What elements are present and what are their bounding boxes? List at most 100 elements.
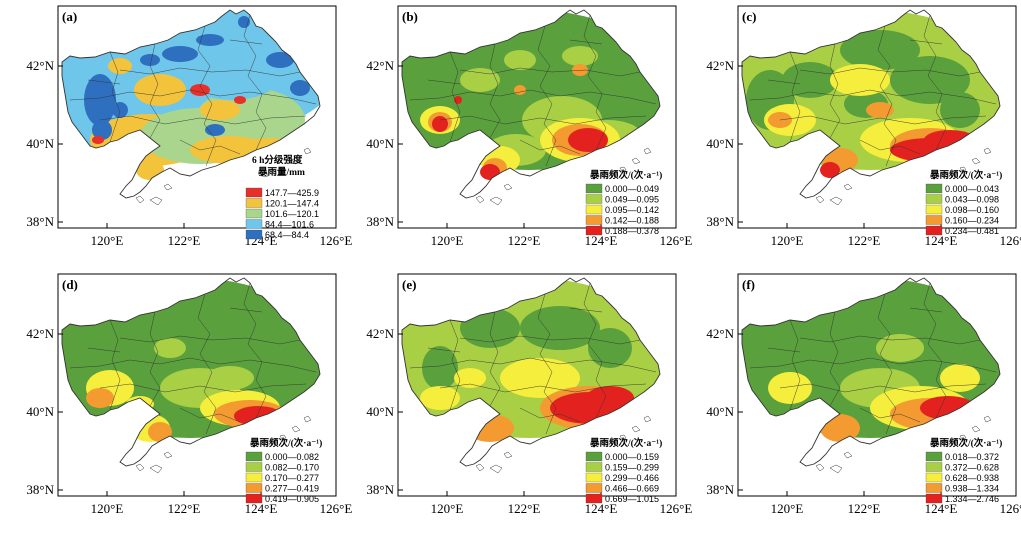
colour-zone	[420, 386, 460, 410]
island	[815, 463, 825, 472]
province-boundary	[61, 277, 321, 467]
island	[643, 147, 652, 155]
county-boundary	[427, 79, 461, 85]
lat-tick-label: 40°N	[366, 136, 394, 151]
island	[163, 183, 173, 191]
legend-range: 0.000—0.043	[945, 184, 999, 194]
legend-range: 84.4—101.6	[265, 220, 314, 230]
legend-title: 暴雨频次/(次·a⁻¹)	[589, 437, 662, 449]
legend-range: 120.1—147.4	[265, 199, 319, 209]
county-boundary	[243, 282, 267, 419]
lat-tick-label: 38°N	[706, 214, 734, 229]
island	[601, 171, 609, 178]
island	[475, 195, 485, 204]
county-boundary	[909, 307, 943, 313]
county-boundary	[119, 67, 301, 77]
lat-tick-label: 40°N	[26, 404, 54, 419]
colour-zone	[460, 68, 500, 92]
lat-tick-label: 42°N	[26, 58, 54, 73]
colour-zone	[92, 136, 104, 144]
lon-tick-label: 126°E	[1000, 233, 1021, 248]
legend-swatch	[925, 183, 943, 194]
county-boundary	[229, 39, 263, 45]
legend-range: 0.159—0.299	[605, 463, 659, 473]
county-boundary	[409, 357, 657, 373]
lon-tick-label: 122°E	[168, 501, 201, 516]
lat-tick-label: 42°N	[366, 58, 394, 73]
legend-swatch	[245, 198, 263, 208]
colour-zone	[830, 64, 890, 96]
colour-zone	[86, 388, 114, 408]
island	[829, 464, 843, 474]
legend-swatch	[245, 493, 263, 504]
legend-swatch	[245, 229, 263, 240]
legend-range: 101.6—120.1	[265, 209, 319, 219]
legend-range: 68.4—84.4	[265, 230, 309, 240]
colour-zone	[108, 58, 132, 74]
panel-label: (a)	[62, 9, 77, 24]
legend-range: 0.018—0.372	[945, 452, 999, 462]
colour-zone	[92, 120, 112, 140]
colour-zone	[588, 328, 632, 368]
county-boundary	[829, 311, 841, 407]
colour-zone	[768, 372, 812, 404]
colour-zone	[514, 85, 526, 95]
lon-tick-label: 122°E	[508, 233, 541, 248]
legend-swatch	[245, 208, 263, 219]
county-boundary	[489, 43, 501, 139]
lat-tick-label: 40°N	[706, 404, 734, 419]
legend-swatch	[925, 493, 943, 504]
legend-swatch	[925, 204, 943, 215]
county-boundary	[789, 51, 801, 143]
county-boundary	[197, 293, 217, 435]
colour-zone	[112, 102, 128, 118]
county-boundary	[859, 407, 921, 423]
legend-swatch	[245, 451, 263, 462]
legend-swatch	[585, 194, 603, 204]
colour-field	[62, 10, 320, 180]
county-boundary	[877, 25, 897, 167]
county-boundary	[583, 14, 607, 151]
county-boundary	[923, 14, 947, 151]
island	[843, 451, 853, 459]
colour-zone	[200, 100, 240, 120]
province-boundary	[61, 9, 321, 199]
legend-range: 0.466—0.669	[605, 484, 659, 494]
county-boundary	[909, 39, 943, 45]
colour-zone	[290, 80, 310, 96]
map-panel: 42°N 40°N 38°N 120°E 122°E 124°E 126°E (e) 暴雨频次/…	[340, 268, 692, 536]
county-boundary	[489, 311, 501, 407]
colour-zone	[586, 386, 634, 410]
island	[149, 464, 163, 474]
map-svg: 42°N 40°N 38°N 120°E 122°E 124°E 126°E (e) 暴雨频次/…	[366, 273, 692, 516]
legend-range: 0.628—0.938	[945, 473, 999, 483]
island	[631, 425, 641, 433]
legend-range: 0.000—0.159	[605, 452, 659, 462]
county-boundary	[459, 67, 641, 77]
legend-swatch	[925, 451, 943, 462]
county-boundary	[119, 335, 301, 345]
county-boundary	[109, 51, 121, 143]
colour-zone	[154, 338, 186, 358]
legend-title: 暴雨频次/(次·a⁻¹)	[929, 169, 1002, 181]
legend-swatch	[925, 215, 943, 225]
county-boundary	[799, 67, 981, 77]
county-boundary	[749, 89, 997, 105]
colour-zone	[504, 50, 536, 70]
legend-swatch	[245, 472, 263, 483]
island	[631, 157, 641, 165]
legend-range: 0.299—0.466	[605, 473, 659, 483]
lat-tick-label: 38°N	[366, 482, 394, 497]
map-panel: 42°N 40°N 38°N 120°E 122°E 124°E 126°E (f) 暴雨频次/…	[680, 268, 1021, 536]
legend-range: 0.188—0.378	[605, 226, 659, 236]
county-boundary	[229, 307, 263, 313]
colour-zone	[572, 64, 588, 76]
legend-range: 0.170—0.277	[265, 473, 319, 483]
legend-range: 0.277—0.419	[265, 484, 319, 494]
legend-range: 0.000—0.082	[265, 452, 319, 462]
county-boundary	[767, 79, 801, 85]
legend-swatch	[585, 204, 603, 215]
colour-zone	[162, 46, 198, 62]
county-boundary	[439, 383, 647, 393]
